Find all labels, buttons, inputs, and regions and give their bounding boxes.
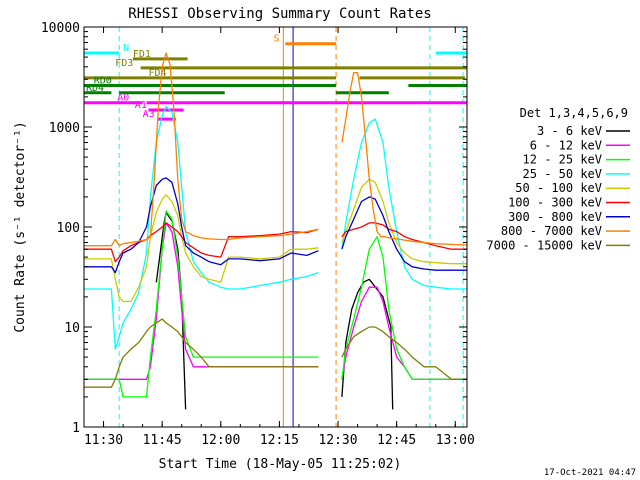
legend-label-12-25-kev: 12 - 25 keV bbox=[523, 153, 602, 167]
state-label-rd4: RD4 bbox=[86, 83, 104, 94]
state-label-fd1: FD1 bbox=[133, 49, 151, 60]
state-label-fd4: FD4 bbox=[148, 68, 166, 79]
legend-label-6-12-kev: 6 - 12 keV bbox=[530, 138, 602, 152]
chart-title: RHESSI Observing Summary Count Rates bbox=[128, 6, 431, 22]
x-tick-label-12-30: 12:30 bbox=[318, 433, 357, 448]
y-axis: 1 10 100 1000 10000 bbox=[41, 21, 467, 436]
x-tick-label-12-15: 12:15 bbox=[260, 433, 299, 448]
series-line-800-7000-kev bbox=[84, 52, 468, 247]
x-tick-label-11-45: 11:45 bbox=[143, 433, 182, 448]
y-tick-label-1000: 1000 bbox=[49, 121, 80, 136]
y-tick-label-1: 1 bbox=[72, 421, 80, 436]
legend-title: Det 1,3,4,5,6,9 bbox=[520, 106, 628, 120]
x-axis-label: Start Time (18-May-05 11:25:02) bbox=[159, 457, 402, 472]
state-label-s: S bbox=[274, 34, 280, 45]
state-label-a0: A0 bbox=[117, 93, 129, 104]
state-label-a1: A1 bbox=[135, 100, 147, 111]
series-line-300-800-kev bbox=[84, 177, 467, 274]
legend-label-800-7000-kev: 800 - 7000 keV bbox=[501, 224, 602, 238]
legend-label-7000-15000-kev: 7000 - 15000 keV bbox=[486, 238, 602, 252]
series-line-7000-15000-kev bbox=[84, 318, 467, 388]
series-line-12-25-kev bbox=[84, 210, 467, 398]
y-tick-label-100: 100 bbox=[57, 221, 80, 236]
x-tick-label-11-30: 11:30 bbox=[84, 433, 123, 448]
series-lines bbox=[84, 52, 468, 410]
x-axis: 11:30 11:45 12:00 12:15 12:30 12:45 13:00 bbox=[83, 27, 475, 448]
legend-label-300-800-kev: 300 - 800 keV bbox=[508, 210, 602, 224]
y-axis-label: Count Rate (s⁻¹ detector⁻¹) bbox=[13, 121, 28, 332]
y-tick-label-10000: 10000 bbox=[41, 21, 80, 36]
x-tick-label-12-00: 12:00 bbox=[201, 433, 240, 448]
legend-label-3-6-kev: 3 - 6 keV bbox=[537, 124, 602, 138]
state-label-n: N bbox=[123, 43, 129, 54]
state-label-a3: A3 bbox=[143, 109, 155, 120]
legend-label-100-300-kev: 100 - 300 keV bbox=[508, 196, 602, 210]
x-tick-label-13-00: 13:00 bbox=[436, 433, 475, 448]
series-line-100-300-kev bbox=[84, 222, 467, 263]
x-tick-label-12-45: 12:45 bbox=[377, 433, 416, 448]
footer-timestamp: 17-Oct-2021 04:47 bbox=[544, 468, 636, 478]
state-label-rd0: RD0 bbox=[94, 76, 112, 87]
state-label-fd3: FD3 bbox=[115, 58, 133, 69]
legend-label-25-50-kev: 25 - 50 keV bbox=[523, 167, 602, 181]
y-tick-label-10: 10 bbox=[64, 321, 80, 336]
legend-label-50-100-kev: 50 - 100 keV bbox=[515, 181, 602, 195]
series-line-50-100-kev bbox=[84, 178, 467, 303]
